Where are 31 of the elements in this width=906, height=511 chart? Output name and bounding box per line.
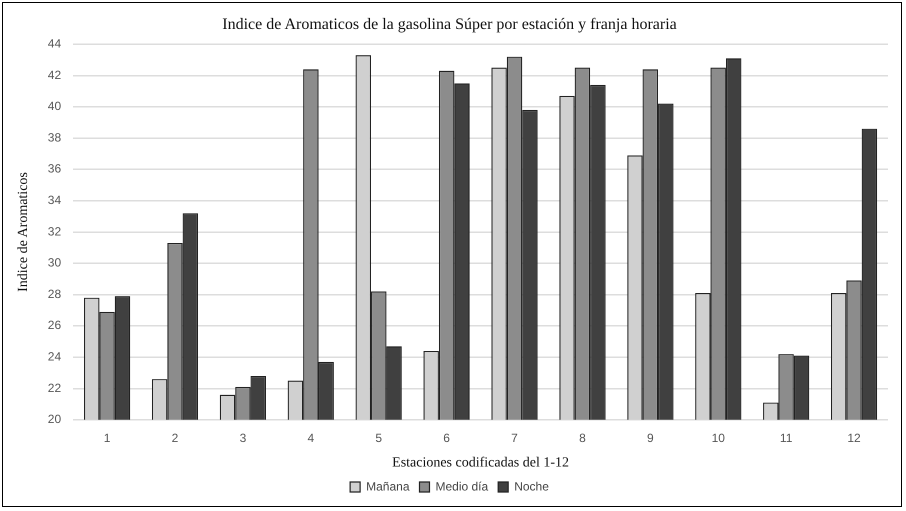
x-tick-label: 9	[646, 431, 654, 446]
x-tick-label: 1	[104, 431, 111, 446]
y-tick-label: 36	[48, 162, 62, 176]
y-tick-label: 34	[48, 193, 62, 208]
y-tick-label: 32	[48, 224, 62, 238]
y-tick-label: 26	[48, 318, 62, 332]
x-tick-label: 12	[847, 431, 862, 446]
x-tick-label: 3	[240, 431, 247, 446]
y-axis-title: Indice de Aromaticos	[16, 172, 32, 292]
y-tick-label: 20	[48, 412, 62, 426]
x-tick-label: 11	[780, 431, 793, 446]
x-axis-title: Estaciones codificadas del 1-12	[392, 455, 570, 470]
y-tick-label: 30	[48, 256, 62, 270]
x-tick-label: 8	[579, 431, 586, 446]
legend-label: Noche	[514, 479, 550, 494]
x-tick-label: 7	[511, 431, 518, 446]
legend-label: Medio día	[435, 479, 489, 494]
x-tick-label: 4	[307, 431, 314, 446]
y-tick-label: 24	[48, 350, 62, 364]
y-tick-label: 40	[48, 99, 62, 114]
y-tick-label: 44	[48, 36, 62, 51]
x-tick-label: 6	[443, 431, 450, 446]
y-tick-label: 22	[48, 380, 62, 395]
y-tick-label: 38	[48, 130, 62, 144]
x-tick-label: 2	[172, 431, 179, 446]
legend-label: Mañana	[366, 479, 410, 494]
y-tick-label: 42	[48, 68, 62, 82]
x-tick-label: 10	[712, 431, 726, 446]
chart-title: Indice de Aromaticos de la gasolina Súper por estación y franja horaria	[222, 16, 677, 33]
x-tick-label: 5	[375, 431, 382, 446]
y-tick-label: 28	[48, 286, 62, 301]
